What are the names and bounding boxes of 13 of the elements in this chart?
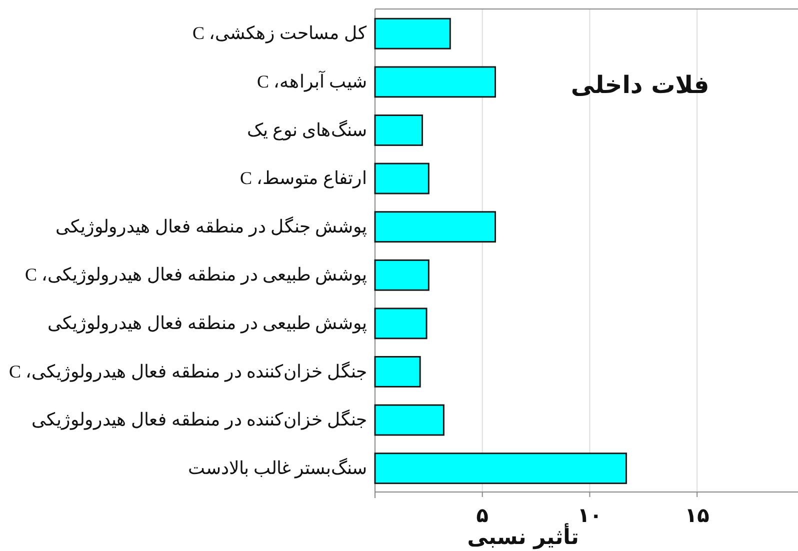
x-tick-label: ۱۵ <box>684 503 710 527</box>
y-tick-label: جنگل خزان‌کننده در منطقه فعال هیدرولوژیکی <box>32 408 367 431</box>
y-tick-label: شیب آبراهه، C <box>256 70 367 92</box>
y-tick-label: پوشش طبیعی در منطقه فعال هیدرولوژیکی <box>48 312 367 334</box>
y-tick-label: ارتفاع متوسط، C <box>240 168 367 190</box>
y-tick-label: پوشش جنگل در منطقه فعال هیدرولوژیکی <box>56 215 367 238</box>
y-tick-label: سنگ‌بستر غالب بالادست <box>188 456 367 479</box>
x-tick-label: ۱۰ <box>578 503 602 527</box>
text: فلات داخلی <box>570 71 710 99</box>
y-tick-label: پوشش طبیعی در منطقه فعال هیدرولوژیکی، C <box>24 264 367 286</box>
y-tick-label: سنگ‌های نوع یک <box>247 118 367 141</box>
y-tick-label: جنگل خزان‌کننده در منطقه فعال هیدرولوژیکی، C <box>8 360 367 382</box>
y-tick-label: کل مساحت زهکشی، C <box>192 23 367 44</box>
